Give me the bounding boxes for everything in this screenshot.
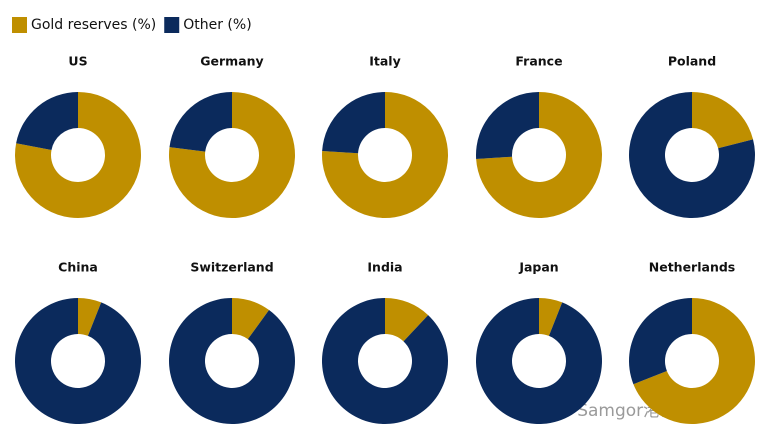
donut-title: US [68,54,87,69]
donut-wedge [78,298,102,336]
donut-wedge [322,92,449,218]
donut-wedge [169,92,232,152]
donut-title: India [367,260,402,275]
donut-wedge [476,92,602,219]
donut-wedge [168,297,295,424]
donut-wedge [628,298,692,385]
donut-wedge [476,92,539,159]
donut-wedge [633,298,756,424]
donut-wedge [692,92,754,149]
donut-title: Switzerland [190,260,273,275]
donut-wedge [14,298,141,424]
donut-title: Netherlands [649,260,735,275]
donut-title: China [58,260,98,275]
donut-wedge [16,92,78,150]
donut-title: Japan [518,260,558,275]
donut-wedge [169,92,295,219]
donut-wedge [322,92,385,154]
donut-wedge [385,298,429,342]
legend-label: Gold reserves (%) [31,17,156,33]
legend-swatch [164,17,180,33]
donut-wedge [322,298,448,425]
legend-swatch [12,17,27,33]
donut-wedge [232,298,270,340]
legend-label: Other (%) [183,17,251,33]
donut-wedge [539,298,563,336]
donut-title: Italy [369,54,401,69]
donut-wedge [14,92,142,218]
donut-title: Germany [200,54,263,69]
donut-title: Poland [668,54,716,69]
donut-wedge [629,92,755,218]
donut-wedge [475,298,602,424]
donut-title: France [515,54,562,69]
